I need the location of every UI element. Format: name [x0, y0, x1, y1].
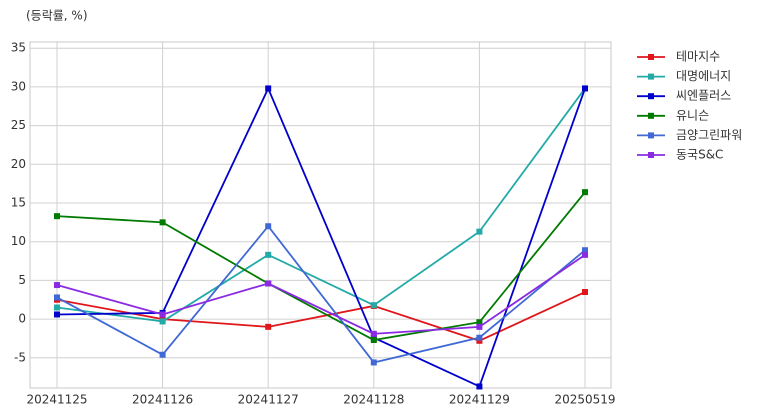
legend-label: 대명에너지 — [676, 69, 731, 83]
legend-swatch-marker — [648, 73, 654, 80]
y-tick-label: 20 — [11, 157, 26, 171]
point-marker — [370, 359, 377, 366]
y-tick-label: 0 — [18, 312, 26, 326]
y-axis-label: (등락률, %) — [26, 9, 88, 23]
point-marker — [265, 251, 272, 258]
point-marker — [54, 213, 60, 220]
point-marker — [370, 337, 377, 344]
point-marker — [159, 318, 166, 325]
point-marker — [159, 311, 166, 318]
series-line — [56, 86, 586, 388]
point-marker — [582, 189, 588, 196]
x-tick-label: 20241129 — [449, 393, 510, 407]
point-marker — [159, 351, 166, 358]
series-line — [56, 87, 586, 323]
y-tick-label: 30 — [11, 79, 26, 93]
point-marker — [476, 323, 483, 330]
point-marker — [370, 302, 377, 309]
y-tick-label: -5 — [14, 350, 26, 364]
point-marker — [265, 223, 272, 230]
y-tick-label: 15 — [11, 196, 26, 210]
legend-swatch-marker — [648, 54, 654, 60]
legend-label: 테마지수 — [676, 50, 720, 64]
legend-swatch-marker — [648, 132, 654, 139]
x-tick-label: 20241126 — [132, 393, 193, 407]
x-tick-label: 20241125 — [26, 393, 87, 407]
point-marker — [582, 85, 588, 92]
legend-swatch-marker — [648, 152, 654, 158]
legend-swatch-marker — [648, 93, 654, 100]
point-marker — [476, 337, 483, 344]
y-tick-label: 25 — [11, 118, 26, 132]
point-marker — [476, 334, 483, 341]
y-tick-label: 10 — [11, 234, 26, 248]
point-marker — [476, 228, 483, 235]
point-marker — [159, 219, 166, 226]
x-tick-label: 20241128 — [343, 393, 404, 407]
series-line — [56, 291, 586, 342]
plot-frame — [29, 41, 612, 389]
point-marker — [370, 330, 377, 337]
point-marker — [582, 251, 588, 258]
y-tick-label: 5 — [18, 273, 26, 287]
series-line — [56, 191, 586, 341]
point-marker — [265, 323, 272, 330]
point-marker — [476, 383, 483, 390]
point-marker — [265, 85, 272, 92]
point-marker — [265, 280, 272, 287]
point-marker — [54, 304, 60, 311]
point-marker — [582, 289, 588, 296]
series-line — [56, 254, 586, 335]
point-marker — [54, 294, 60, 301]
legend-label: 씨엔플러스 — [676, 89, 731, 103]
legend-label: 동국S&C — [676, 148, 723, 162]
x-tick-label: 20241127 — [238, 393, 299, 407]
y-tick-label: 35 — [11, 41, 26, 55]
legend-label: 유니슨 — [676, 108, 709, 122]
series-line — [56, 224, 586, 364]
legend-label: 금양그린파워 — [676, 128, 742, 142]
legend-swatch-marker — [648, 112, 654, 119]
x-tick-label: 20250519 — [554, 393, 615, 407]
point-marker — [54, 311, 60, 318]
point-marker — [476, 319, 483, 326]
point-marker — [54, 282, 60, 289]
point-marker — [582, 247, 588, 254]
